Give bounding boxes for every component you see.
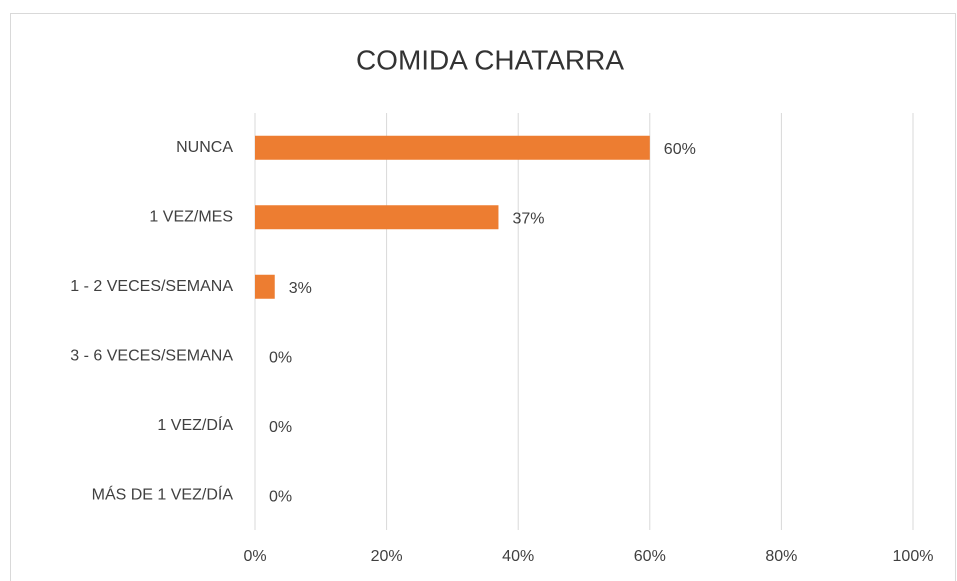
bar [255,135,650,160]
x-tick-label: 20% [371,548,403,565]
x-tick-label: 0% [243,548,266,565]
x-tick-label: 40% [502,548,534,565]
x-tick-label: 60% [634,548,666,565]
y-tick-label: NUNCA [176,139,233,156]
bar [255,205,499,230]
bar [255,274,275,299]
value-label: 0% [269,349,292,366]
value-label: 37% [512,210,544,227]
y-tick-label: 1 - 2 VECES/SEMANA [70,278,233,295]
value-label: 0% [269,488,292,505]
y-tick-label: 1 VEZ/MES [149,208,233,225]
chart-frame [10,13,956,581]
y-tick-label: MÁS DE 1 VEZ/DÍA [92,484,234,503]
y-tick-label: 1 VEZ/DÍA [157,415,233,434]
value-label: 3% [289,280,312,297]
x-tick-label: 100% [893,548,934,565]
x-tick-label: 80% [765,548,797,565]
y-tick-label: 3 - 6 VECES/SEMANA [70,347,233,364]
value-label: 0% [269,419,292,436]
chart-title: COMIDA CHATARRA [356,44,624,75]
value-label: 60% [664,141,696,158]
